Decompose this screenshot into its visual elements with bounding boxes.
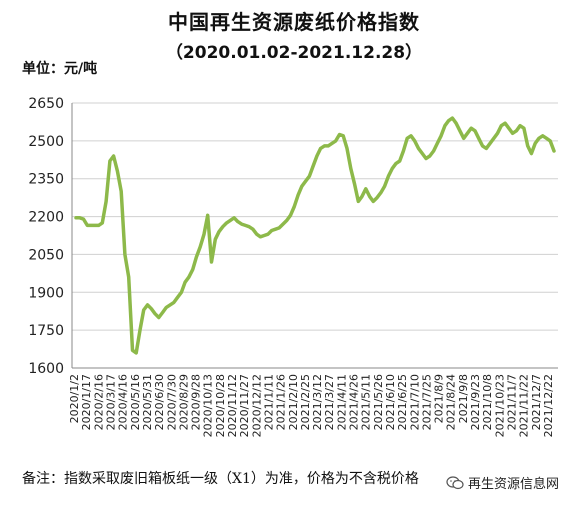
x-tick-label: 2021/4/26 (348, 374, 361, 430)
x-tick-label: 2021/5/26 (372, 374, 385, 430)
x-tick-label: 2020/5/31 (141, 374, 154, 430)
x-tick-label: 2021/1/26 (275, 374, 288, 430)
y-tick-label: 2200 (28, 210, 64, 226)
x-tick-label: 2020/5/16 (129, 374, 142, 430)
x-tick-label: 2020/4/16 (117, 374, 130, 430)
y-tick-label: 1600 (28, 361, 64, 377)
x-tick-label: 2020/2/16 (92, 374, 105, 430)
x-tick-label: 2021/6/25 (396, 374, 409, 430)
x-tick-label: 2021/9/8 (457, 374, 470, 423)
x-tick-label: 2020/3/17 (105, 374, 118, 430)
x-tick-label: 2021/1/11 (262, 374, 275, 430)
x-tick-label: 2020/11/27 (238, 374, 251, 437)
x-tick-label: 2020/9/28 (190, 374, 203, 430)
x-tick-label: 2021/7/25 (420, 374, 433, 430)
x-tick-label: 2021/12/7 (530, 374, 543, 430)
x-tick-label: 2020/7/30 (165, 374, 178, 430)
y-tick-label: 2650 (28, 96, 64, 112)
x-tick-label: 2020/1/2 (68, 374, 81, 423)
x-tick-label: 2020/6/30 (153, 374, 166, 430)
y-tick-label: 1750 (28, 323, 64, 339)
x-tick-label: 2021/6/10 (384, 374, 397, 430)
brand-watermark: 再生资源信息网 (446, 473, 559, 492)
x-tick-label: 2020/10/13 (202, 374, 215, 437)
wechat-icon (446, 475, 464, 489)
unit-label: 单位：元/吨 (22, 61, 98, 77)
x-tick-label: 2021/11/7 (505, 374, 518, 430)
series-line (74, 116, 556, 355)
x-tick-label: 2020/11/12 (226, 374, 239, 437)
x-tick-label: 2021/11/22 (518, 374, 531, 437)
x-tick-label: 2021/12/22 (542, 374, 555, 437)
x-tick-label: 2020/8/29 (177, 374, 190, 430)
x-tick-label: 2021/8/24 (445, 374, 458, 430)
chart-subtitle: （2020.01.02-2021.12.28） (165, 43, 423, 63)
chart-footnote: 备注：指数采取废旧箱板纸一级（X1）为准，价格为不含税价格 (22, 471, 419, 487)
x-tick-label: 2021/4/11 (335, 374, 348, 430)
x-tick-label: 2021/2/10 (287, 374, 300, 430)
x-tick-label: 2020/1/17 (80, 374, 93, 430)
x-tick-label: 2021/9/23 (469, 374, 482, 430)
x-tick-label: 2020/12/12 (250, 374, 263, 437)
y-tick-label: 2050 (28, 247, 64, 263)
x-tick-label: 2021/7/10 (408, 374, 421, 430)
y-tick-label: 2350 (28, 172, 64, 188)
y-tick-label: 1900 (28, 285, 64, 301)
x-tick-label: 2021/10/8 (481, 374, 494, 430)
x-tick-label: 2021/5/11 (360, 374, 373, 430)
x-tick-label: 2021/3/27 (323, 374, 336, 430)
x-tick-label: 2021/10/23 (493, 374, 506, 437)
brand-name: 再生资源信息网 (468, 477, 560, 492)
x-tick-label: 2021/3/12 (311, 374, 324, 430)
x-tick-label: 2020/10/28 (214, 374, 227, 437)
chart-title: 中国再生资源废纸价格指数 (168, 10, 420, 34)
y-tick-label: 2500 (28, 134, 64, 150)
x-tick-label: 2021/2/25 (299, 374, 312, 430)
x-tick-label: 2021/8/9 (433, 374, 446, 423)
